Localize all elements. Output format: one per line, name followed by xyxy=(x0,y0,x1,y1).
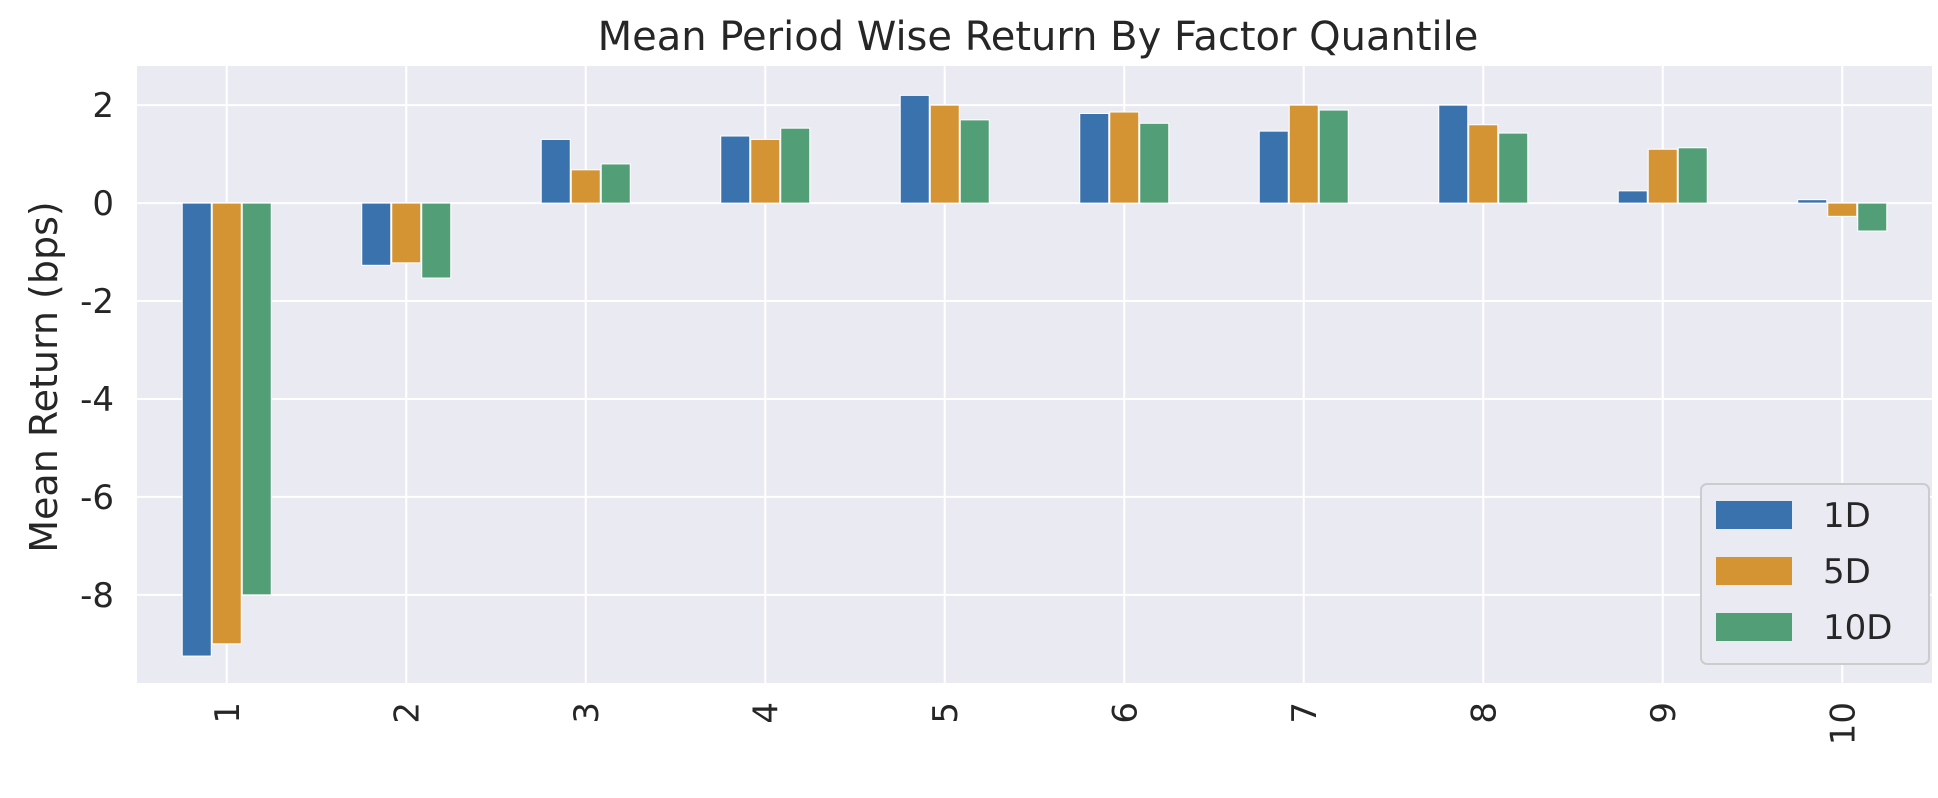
y-axis-label: Mean Return (bps) xyxy=(22,201,66,552)
legend-swatch-1D xyxy=(1716,501,1792,529)
x-tick-labels: 1 2 3 4 5 6 7 8 9 10 xyxy=(208,702,1864,745)
bar-1D-q8 xyxy=(1438,104,1469,204)
bar-10D-q1 xyxy=(241,202,272,596)
legend-swatch-5D xyxy=(1716,557,1792,585)
bar-5D-q1 xyxy=(211,202,242,645)
legend-label-10D: 10D xyxy=(1823,608,1892,648)
y-tick-label: 0 xyxy=(92,184,114,224)
bar-5D-q6 xyxy=(1109,111,1140,204)
legend: 1D 5D 10D xyxy=(1700,483,1930,665)
y-tick-label: -6 xyxy=(80,478,114,518)
y-tick-label: 2 xyxy=(92,86,114,126)
x-tick-label: 7 xyxy=(1285,702,1325,724)
x-tick-label: 1 xyxy=(208,702,248,724)
bar-5D-q8 xyxy=(1468,124,1499,204)
plot-area xyxy=(137,66,1932,683)
x-tick-label: 10 xyxy=(1823,702,1863,745)
bar-10D-q3 xyxy=(600,163,631,204)
bar-5D-q5 xyxy=(929,104,960,204)
bar-5D-q9 xyxy=(1647,148,1678,204)
legend-swatch-10D xyxy=(1716,613,1792,641)
bar-5D-q2 xyxy=(391,202,422,264)
bar-5D-q3 xyxy=(570,169,601,204)
bar-10D-q10 xyxy=(1857,202,1888,232)
bar-1D-q9 xyxy=(1617,190,1648,204)
bar-5D-q7 xyxy=(1288,104,1319,204)
x-tick-label: 9 xyxy=(1644,702,1684,724)
x-tick-label: 8 xyxy=(1464,702,1504,724)
bar-5D-q4 xyxy=(750,138,781,204)
chart-title: Mean Period Wise Return By Factor Quanti… xyxy=(598,14,1479,60)
bar-10D-q9 xyxy=(1677,147,1708,204)
y-tick-label: -2 xyxy=(80,282,114,322)
bar-5D-q10 xyxy=(1827,202,1858,217)
bar-10D-q4 xyxy=(780,127,811,204)
bar-10D-q2 xyxy=(421,202,452,279)
legend-label-5D: 5D xyxy=(1823,552,1871,592)
y-tick-labels: -8 -6 -4 -2 0 2 xyxy=(80,86,114,616)
bar-10D-q6 xyxy=(1139,122,1170,204)
bar-1D-q4 xyxy=(720,135,751,204)
legend-label-1D: 1D xyxy=(1823,496,1871,536)
bars xyxy=(181,94,1888,657)
bar-1D-q2 xyxy=(361,202,392,266)
x-tick-label: 4 xyxy=(746,702,786,724)
bar-1D-q5 xyxy=(899,94,930,204)
y-tick-label: -4 xyxy=(80,380,114,420)
bar-1D-q3 xyxy=(540,138,571,204)
bar-10D-q8 xyxy=(1498,132,1529,204)
bar-10D-q5 xyxy=(959,119,990,204)
x-tick-label: 3 xyxy=(567,702,607,724)
grid-lines xyxy=(137,66,1932,683)
y-tick-label: -8 xyxy=(80,576,114,616)
bar-1D-q10 xyxy=(1797,199,1828,204)
bar-10D-q7 xyxy=(1318,109,1349,204)
x-tick-label: 2 xyxy=(387,702,427,724)
x-tick-label: 6 xyxy=(1105,702,1145,724)
x-tick-label: 5 xyxy=(926,702,966,724)
bar-1D-q7 xyxy=(1258,130,1289,204)
bar-1D-q1 xyxy=(181,202,212,657)
bar-1D-q6 xyxy=(1079,112,1110,204)
